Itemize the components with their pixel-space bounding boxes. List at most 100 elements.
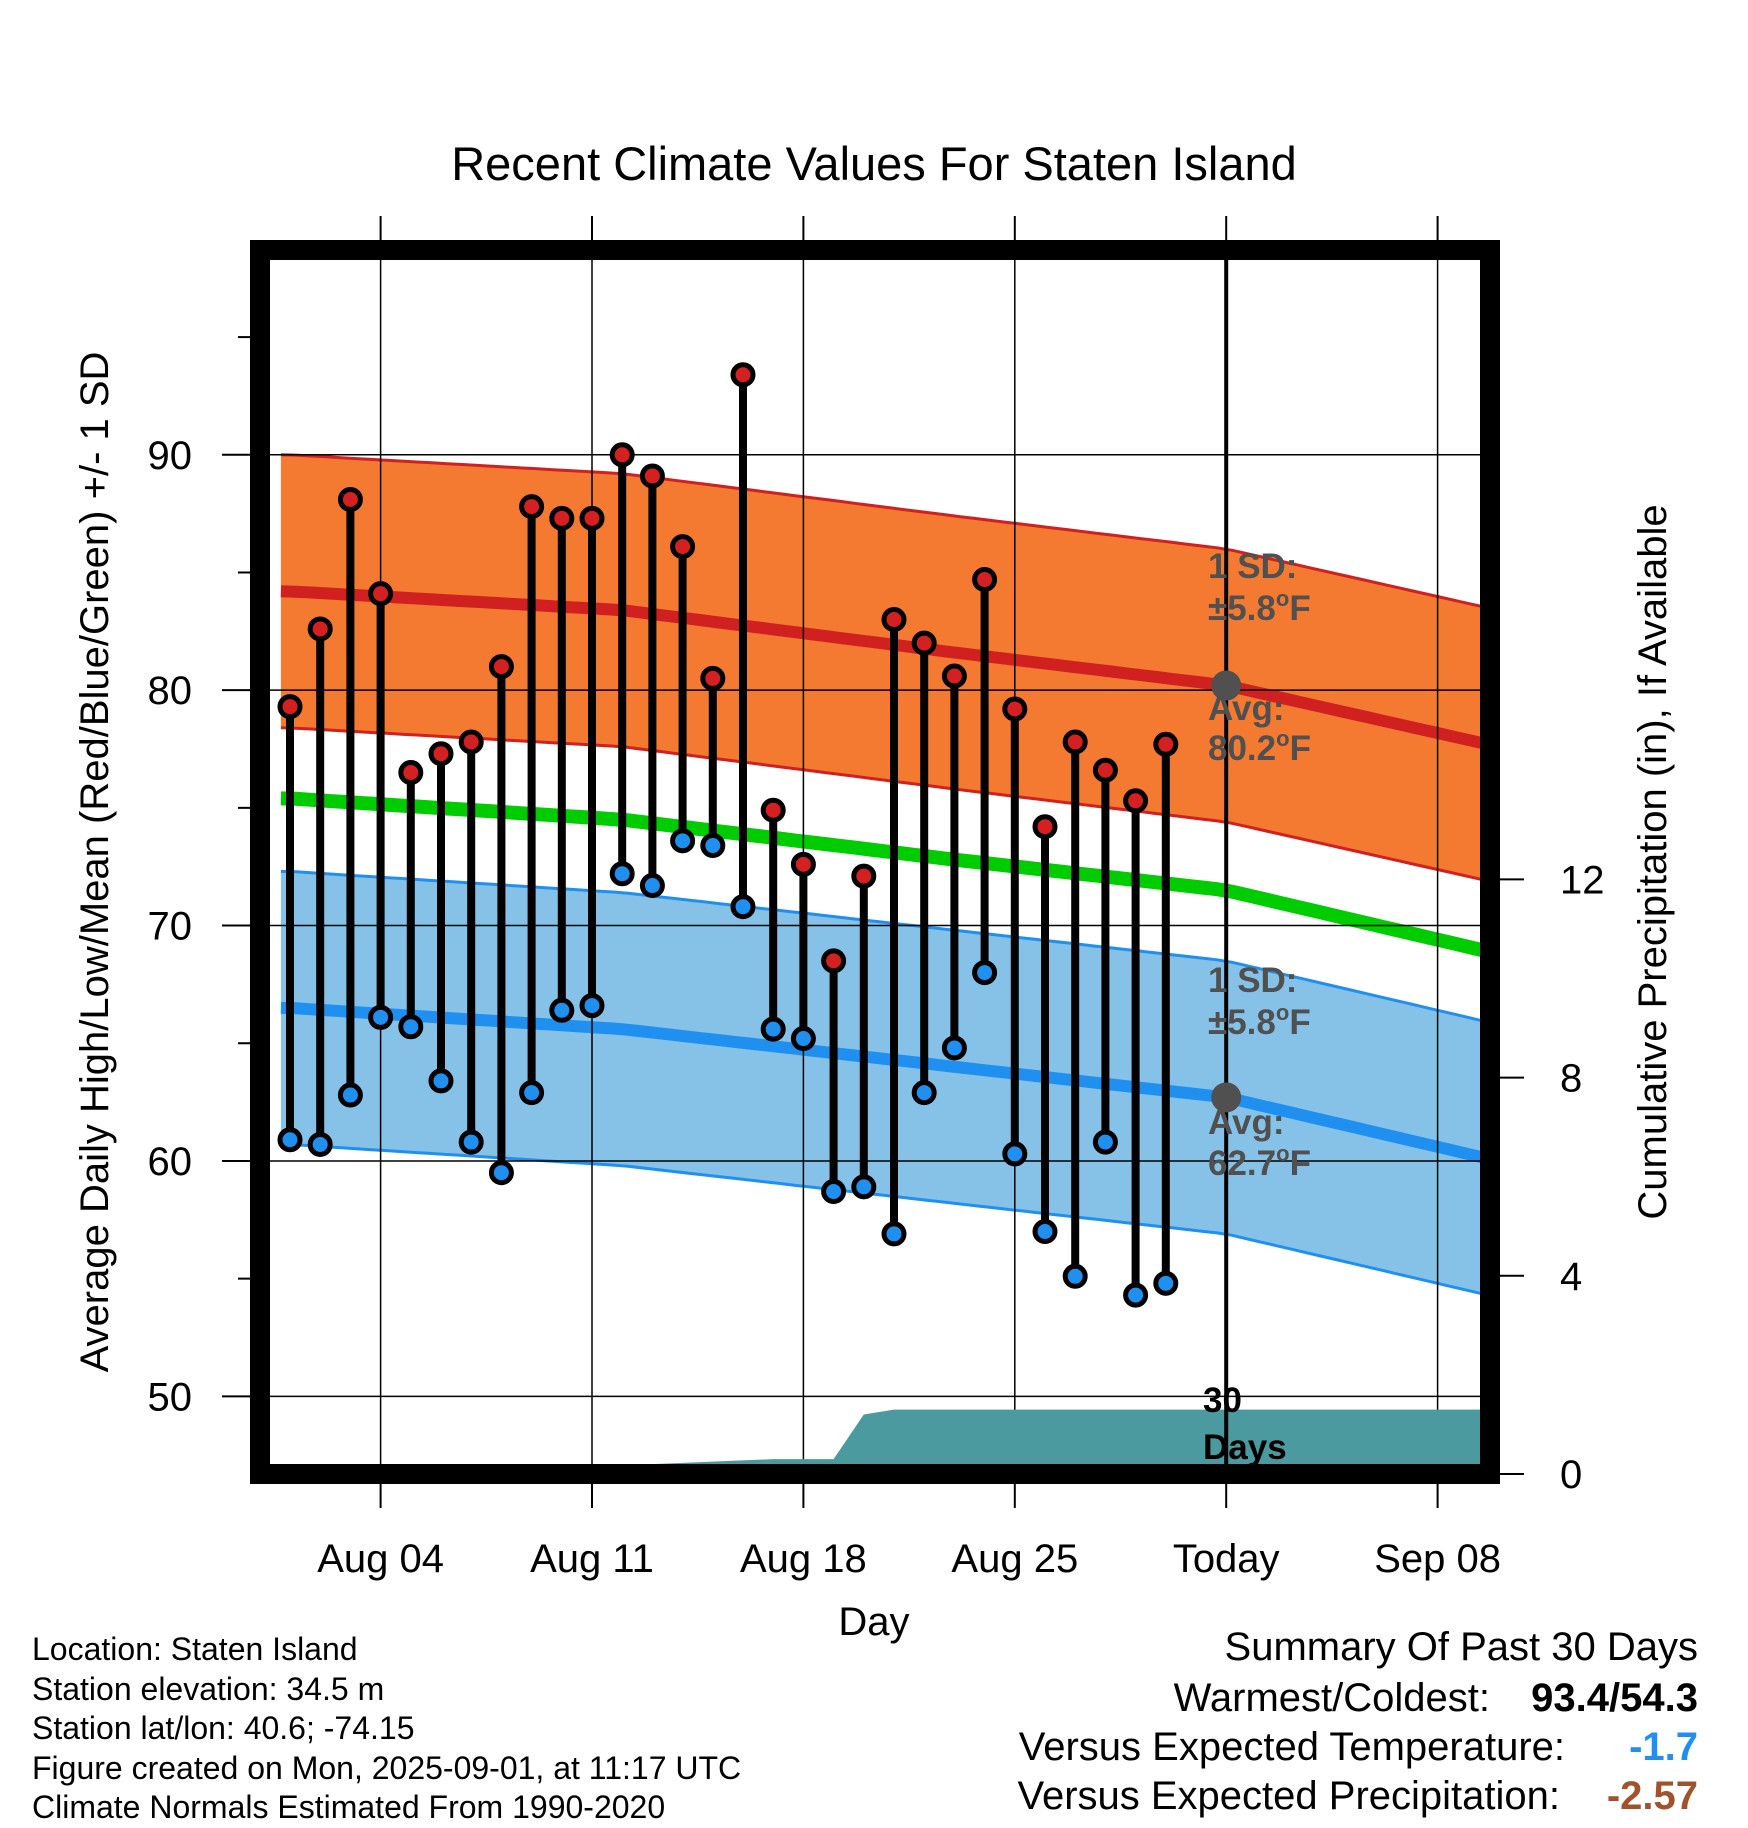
obs-high-point-1 (307, 616, 333, 642)
summary-temp-label: Versus Expected Temperature: (1019, 1725, 1565, 1769)
obs-low-point-2 (337, 1082, 363, 1108)
obs-high-point-21 (911, 630, 937, 656)
obs-high-point-15 (730, 362, 756, 388)
obs-high-point-20 (881, 607, 907, 633)
footer-location: Location: Staten Island (32, 1631, 358, 1667)
obs-high-point-6 (458, 729, 484, 755)
obs-high-point-10 (579, 505, 605, 531)
obs-high-point-5 (428, 741, 454, 767)
days-unit-label: Days (1203, 1428, 1287, 1467)
today-low-avg-marker (1211, 1082, 1242, 1113)
high-avg-label: Avg: (1208, 689, 1284, 728)
obs-low-point-4 (398, 1014, 424, 1040)
y-tick-label-70: 70 (148, 905, 193, 949)
summary-heading: Summary Of Past 30 Days (1225, 1625, 1698, 1669)
obs-high-point-0 (277, 694, 303, 720)
footer-latlon: Station lat/lon: 40.6; -74.15 (32, 1710, 414, 1746)
today-line (1211, 250, 1242, 1474)
footer-normals: Climate Normals Estimated From 1990-2020 (32, 1789, 665, 1825)
obs-high-point-13 (670, 534, 696, 560)
summary-precip-label: Versus Expected Precipitation: (1017, 1774, 1560, 1818)
obs-high-point-24 (1002, 696, 1028, 722)
obs-high-point-27 (1092, 757, 1118, 783)
obs-low-point-26 (1062, 1263, 1088, 1289)
obs-high-point-12 (639, 463, 665, 489)
days-count-label: 30 (1203, 1381, 1242, 1420)
obs-low-point-17 (790, 1026, 816, 1052)
low-sd-band (280, 871, 1490, 1296)
summary-warm-cold-value: 93.4/54.3 (1531, 1676, 1698, 1720)
obs-low-point-3 (368, 1004, 394, 1030)
precip-cumulative-area (290, 1409, 1490, 1474)
footer: Location: Staten Island Station elevatio… (32, 1631, 741, 1825)
obs-high-point-18 (821, 948, 847, 974)
precipitation-area (290, 1409, 1490, 1474)
x-tick-label-1: Aug 11 (530, 1537, 654, 1581)
y-tick-label-60: 60 (148, 1140, 193, 1184)
obs-high-point-25 (1032, 814, 1058, 840)
obs-high-point-7 (488, 654, 514, 680)
obs-high-point-19 (851, 863, 877, 889)
obs-low-point-23 (972, 960, 998, 986)
obs-low-point-13 (670, 828, 696, 854)
y-tick-label-50: 50 (148, 1375, 193, 1419)
obs-low-point-6 (458, 1129, 484, 1155)
obs-low-point-1 (307, 1131, 333, 1157)
x-tick-label-2: Aug 18 (740, 1537, 867, 1581)
high-avg-value: 80.2oF (1208, 726, 1311, 768)
obs-low-point-8 (519, 1080, 545, 1106)
y2-tick-label-8: 8 (1560, 1057, 1582, 1101)
observed-temperatures (277, 362, 1179, 1308)
high-band-upper-edge (280, 453, 1490, 610)
obs-low-point-14 (700, 833, 726, 859)
obs-low-point-25 (1032, 1219, 1058, 1245)
obs-high-point-4 (398, 760, 424, 786)
obs-low-point-20 (881, 1221, 907, 1247)
obs-high-point-17 (790, 851, 816, 877)
summary: Summary Of Past 30 Days Warmest/Coldest:… (1017, 1625, 1698, 1818)
obs-low-point-18 (821, 1179, 847, 1205)
x-tick-label-4: Today (1173, 1537, 1280, 1581)
y2-tick-label-4: 4 (1560, 1255, 1582, 1299)
obs-high-point-16 (760, 797, 786, 823)
y2-tick-label-0: 0 (1560, 1453, 1582, 1497)
high-sd-label: 1 SD: (1208, 547, 1297, 586)
obs-high-point-14 (700, 665, 726, 691)
y-tick-label-80: 80 (148, 669, 193, 713)
obs-low-point-12 (639, 873, 665, 899)
obs-high-point-3 (368, 581, 394, 607)
obs-low-point-21 (911, 1080, 937, 1106)
obs-low-point-7 (488, 1160, 514, 1186)
summary-warm-cold-label: Warmest/Coldest: (1174, 1676, 1490, 1720)
obs-high-point-22 (941, 663, 967, 689)
footer-created: Figure created on Mon, 2025-09-01, at 11… (32, 1750, 741, 1786)
obs-low-point-24 (1002, 1141, 1028, 1167)
obs-low-point-29 (1153, 1270, 1179, 1296)
low-avg-value: 62.7oF (1208, 1141, 1311, 1183)
obs-low-point-15 (730, 894, 756, 920)
obs-low-point-0 (277, 1127, 303, 1153)
obs-low-point-16 (760, 1016, 786, 1042)
today-high-avg-marker (1211, 670, 1242, 701)
obs-high-point-9 (549, 505, 575, 531)
obs-low-point-27 (1092, 1129, 1118, 1155)
axes: Aug 04 Aug 11 Aug 18 Aug 25 Today Sep 08 50 60 7… (148, 216, 1605, 1581)
high-sd-value: ±5.8oF (1208, 586, 1311, 628)
obs-low-point-9 (549, 997, 575, 1023)
y2-axis-label: Cumulative Precipitation (in), If Availa… (1631, 504, 1675, 1219)
obs-high-point-11 (609, 442, 635, 468)
x-tick-label-0: Aug 04 (317, 1537, 444, 1581)
low-sd-label: 1 SD: (1208, 961, 1297, 1000)
summary-temp-value: -1.7 (1629, 1725, 1698, 1769)
low-avg-label: Avg: (1208, 1103, 1284, 1142)
y-axis-label: Average Daily High/Low/Mean (Red/Blue/Gr… (73, 352, 117, 1373)
obs-low-point-22 (941, 1035, 967, 1061)
obs-high-point-26 (1062, 729, 1088, 755)
footer-elevation: Station elevation: 34.5 m (32, 1671, 384, 1707)
obs-low-point-11 (609, 861, 635, 887)
y-tick-label-90: 90 (148, 434, 193, 478)
obs-high-point-23 (972, 567, 998, 593)
summary-precip-value: -2.57 (1607, 1774, 1698, 1818)
obs-high-point-2 (337, 487, 363, 513)
